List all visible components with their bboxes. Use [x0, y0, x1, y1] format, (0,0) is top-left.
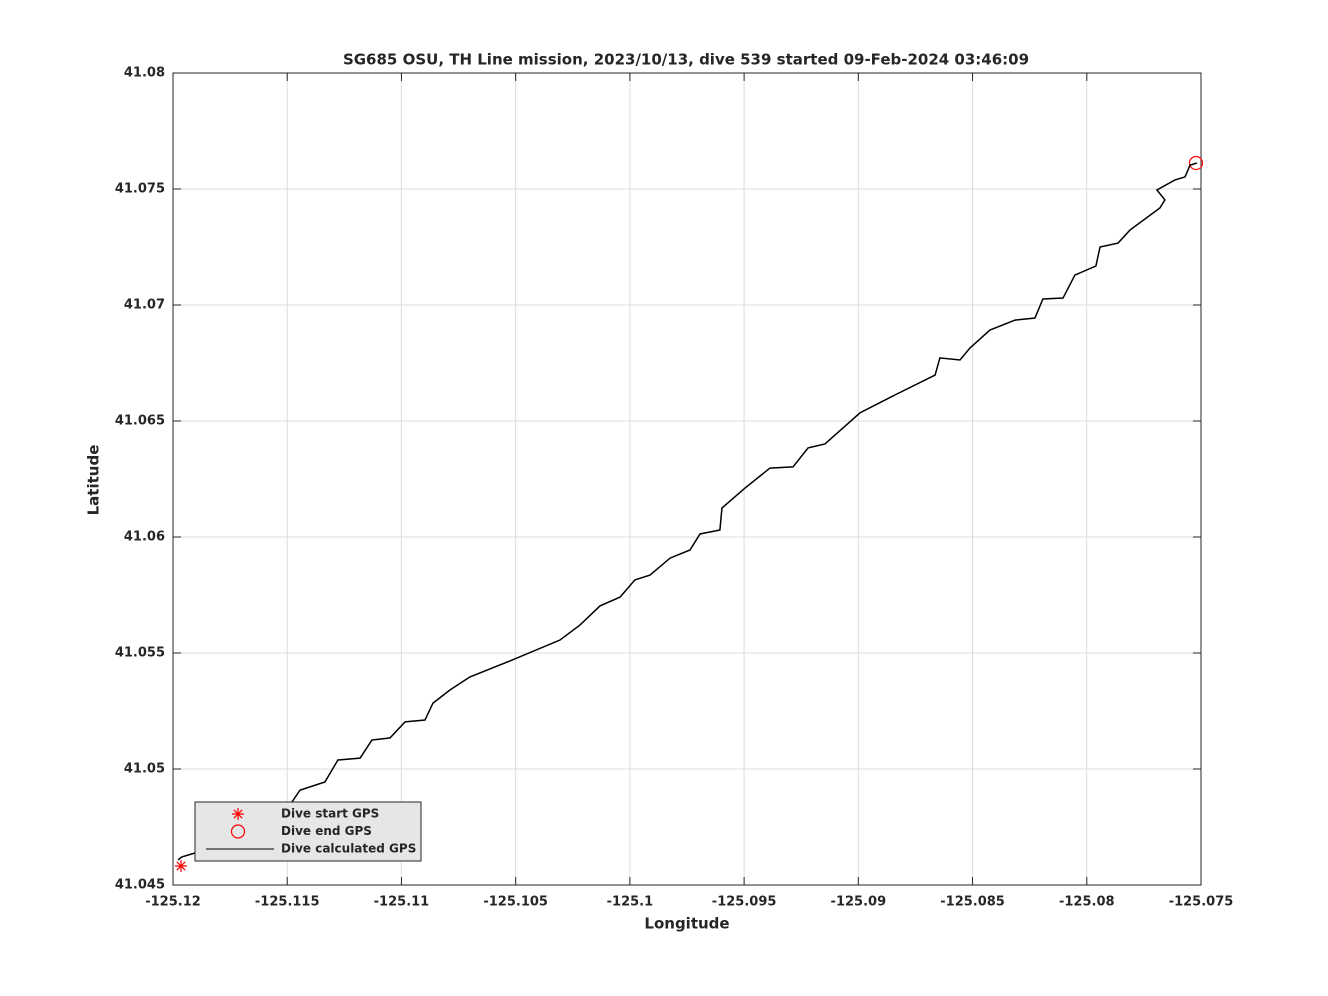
x-axis-label: Longitude: [644, 915, 729, 933]
gps-marker: [1188, 155, 1204, 171]
y-axis-label: Latitude: [85, 445, 103, 516]
y-tick-label: 41.045: [115, 878, 165, 893]
x-tick-label: -125.12: [145, 895, 201, 910]
plot-frame: [172, 72, 1202, 886]
legend-label: Dive start GPS: [281, 807, 379, 821]
y-tick-label: 41.065: [115, 414, 165, 429]
x-tick-label: -125.09: [831, 895, 887, 910]
x-tick-label: -125.1: [607, 895, 654, 910]
y-tick-label: 41.055: [115, 646, 165, 661]
x-tick-label: -125.105: [483, 895, 548, 910]
y-tick-label: 41.06: [124, 530, 165, 545]
track-line: [177, 162, 1198, 861]
x-tick-label: -125.11: [374, 895, 430, 910]
x-tick-label: -125.085: [940, 895, 1005, 910]
y-tick-label: 41.075: [115, 182, 165, 197]
legend-label: Dive end GPS: [281, 824, 372, 838]
chart-title: SG685 OSU, TH Line mission, 2023/10/13, …: [343, 51, 1029, 69]
x-tick-label: -125.115: [255, 895, 320, 910]
y-tick-label: 41.07: [124, 298, 165, 313]
y-tick-label: 41.05: [124, 762, 165, 777]
x-tick-label: -125.08: [1059, 895, 1115, 910]
x-tick-label: -125.075: [1169, 895, 1234, 910]
y-tick-label: 41.08: [124, 66, 165, 81]
legend-label: Dive calculated GPS: [281, 842, 416, 856]
legend-marker: [230, 824, 246, 839]
x-tick-label: -125.095: [712, 895, 777, 910]
legend-box: [194, 801, 422, 862]
gps-marker: [174, 859, 187, 872]
legend-marker: [232, 808, 244, 820]
